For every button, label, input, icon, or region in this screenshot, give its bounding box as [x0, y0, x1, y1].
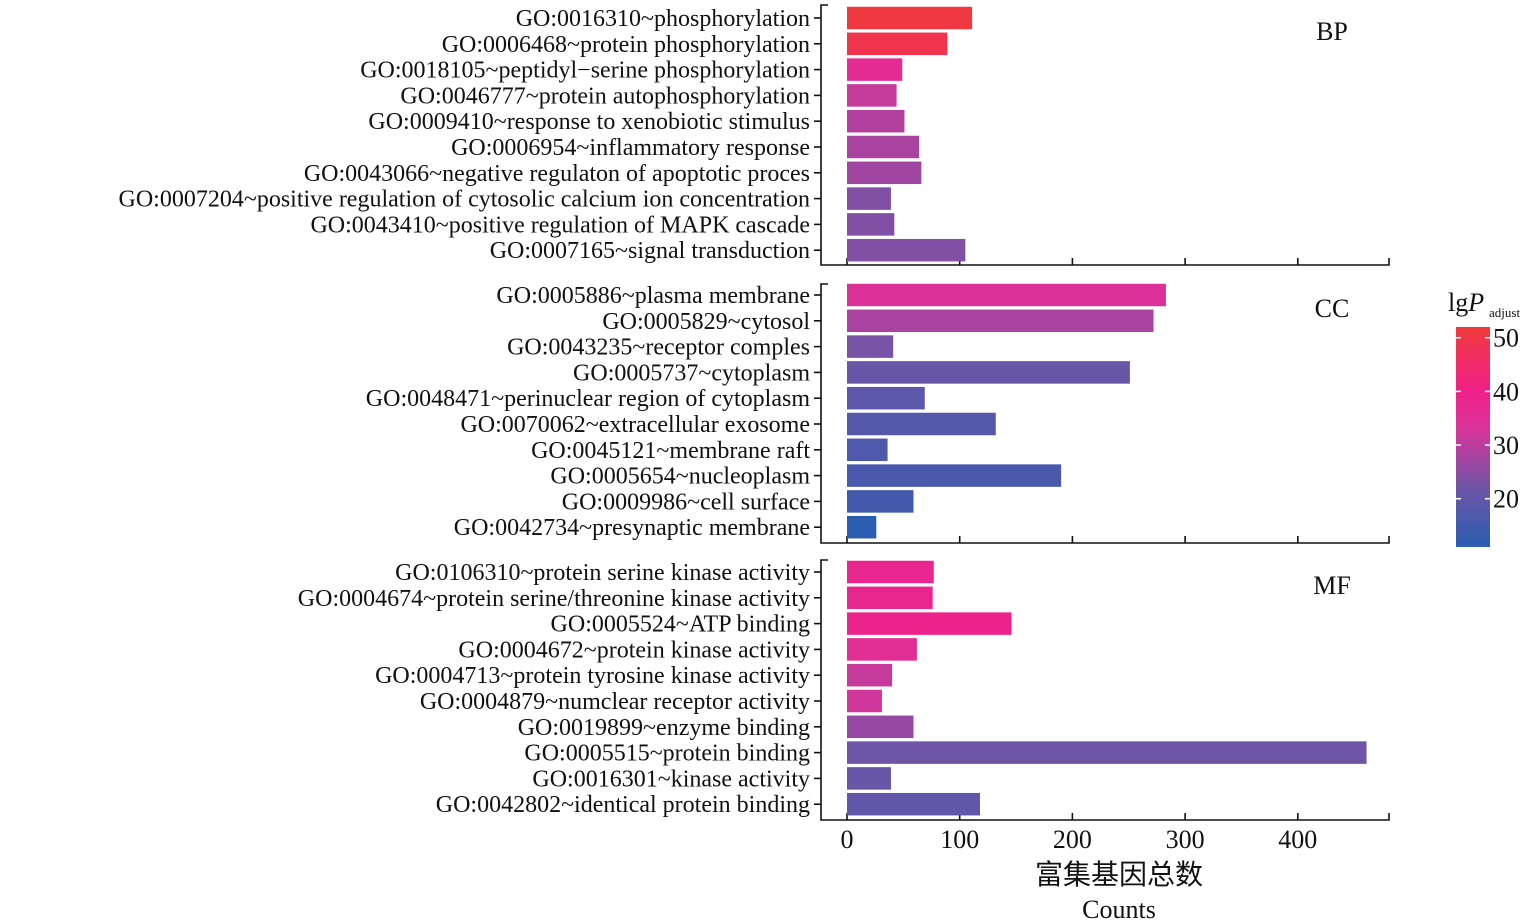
- term-label: GO:0042802~identical protein binding: [436, 792, 810, 818]
- term-label: GO:0016301~kinase activity: [532, 766, 810, 792]
- bar: [847, 689, 882, 713]
- bar: [847, 238, 966, 262]
- term-label: GO:0005737~cytoplasm: [573, 360, 810, 386]
- term-label: GO:0004879~numclear receptor activity: [420, 689, 810, 715]
- panels-layer: BP GO:0016310~phosphorylationGO:0006468~p…: [119, 4, 1390, 854]
- bar: [847, 663, 893, 687]
- bar: [847, 386, 925, 410]
- x-axis-title-cn: 富集基因总数: [1035, 858, 1203, 891]
- term-label: GO:0007204~positive regulation of cytoso…: [119, 187, 811, 213]
- term-label: GO:0007165~signal transduction: [490, 238, 810, 264]
- term-label: GO:0042734~presynaptic membrane: [454, 515, 810, 541]
- term-label: GO:0009986~cell surface: [562, 489, 810, 515]
- panel-frame: [820, 283, 1390, 544]
- panel-frame: [820, 4, 1390, 266]
- x-tick-label: 200: [1053, 825, 1092, 854]
- term-label: GO:0005886~plasma membrane: [496, 283, 810, 309]
- bar: [847, 490, 914, 513]
- term-label: GO:0004672~protein kinase activity: [458, 637, 810, 663]
- bar: [847, 213, 895, 236]
- term-label: GO:0006468~protein phosphorylation: [442, 32, 810, 58]
- colorbar-tick-label: 30: [1493, 431, 1519, 460]
- bar: [847, 515, 877, 539]
- term-label: GO:0106310~protein serine kinase activit…: [395, 560, 810, 586]
- colorbar-tick-label: 50: [1493, 324, 1519, 353]
- term-label: GO:0004713~protein tyrosine kinase activ…: [375, 663, 810, 689]
- bar: [847, 32, 948, 56]
- legend-title-main: lg: [1448, 288, 1468, 317]
- panel-bp: BP GO:0016310~phosphorylationGO:0006468~p…: [119, 4, 1390, 266]
- colorbar-tick-label: 20: [1493, 485, 1519, 514]
- panel-tag: CC: [1315, 294, 1350, 323]
- bar: [847, 612, 1012, 635]
- bar: [847, 464, 1062, 487]
- bar: [847, 767, 891, 790]
- bar: [847, 361, 1130, 384]
- x-tick-label: 0: [841, 825, 854, 854]
- term-label: GO:0016310~phosphorylation: [516, 6, 810, 32]
- x-axis-title-en: Counts: [1082, 895, 1156, 921]
- term-label: GO:0043066~negative regulaton of apoptot…: [304, 161, 810, 187]
- bar: [847, 438, 888, 462]
- x-tick-label: 300: [1166, 825, 1205, 854]
- legend-title-italic: P: [1467, 288, 1484, 317]
- term-label: GO:0004674~protein serine/threonine kina…: [298, 586, 810, 612]
- colorbar: [1456, 327, 1490, 547]
- term-label: GO:0045121~membrane raft: [531, 438, 810, 464]
- term-label: GO:0009410~response to xenobiotic stimul…: [368, 109, 810, 135]
- bar: [847, 109, 905, 133]
- bar: [847, 412, 996, 436]
- color-legend: lgP adjust 20 30 40 50: [1448, 288, 1520, 547]
- panel-mf: MF GO:0106310~protein serine kinase activ…: [298, 559, 1390, 821]
- bar: [847, 309, 1154, 333]
- bar: [847, 741, 1367, 764]
- term-label: GO:0046777~protein autophosphorylation: [400, 83, 810, 109]
- bar: [847, 283, 1166, 307]
- term-label: GO:0005829~cytosol: [602, 309, 810, 335]
- term-label: GO:0005654~nucleoplasm: [550, 464, 810, 490]
- term-label: GO:0005515~protein binding: [524, 741, 810, 767]
- bar: [847, 187, 891, 210]
- x-tick-label: 100: [940, 825, 979, 854]
- bar: [847, 58, 903, 81]
- bar: [847, 560, 934, 584]
- x-tick-labels: 0 100 200 300 400: [841, 825, 1318, 854]
- panel-cc: CC GO:0005886~plasma membraneGO:0005829~c…: [366, 283, 1390, 544]
- panel-frame: [820, 559, 1390, 821]
- bar: [847, 715, 914, 739]
- bar: [847, 792, 980, 816]
- panel-tag: MF: [1313, 571, 1351, 600]
- term-label: GO:0005524~ATP binding: [551, 612, 810, 638]
- bar: [847, 335, 894, 358]
- term-label: GO:0043235~receptor comples: [507, 335, 810, 361]
- bar: [847, 638, 917, 661]
- bar: [847, 6, 973, 30]
- legend-title: lgP: [1448, 288, 1484, 317]
- bar: [847, 586, 933, 610]
- term-label: GO:0018105~peptidyl−serine phosphorylati…: [360, 58, 810, 84]
- term-label: GO:0070062~extracellular exosome: [460, 412, 810, 438]
- term-label: GO:0043410~positive regulation of MAPK c…: [310, 212, 810, 238]
- term-label: GO:0019899~enzyme binding: [518, 715, 810, 741]
- x-tick-label: 400: [1278, 825, 1317, 854]
- legend-title-sub: adjust: [1489, 305, 1520, 320]
- colorbar-tick-label: 40: [1493, 377, 1519, 406]
- bar: [847, 161, 922, 185]
- panel-tag: BP: [1316, 17, 1348, 46]
- term-label: GO:0006954~inflammatory response: [451, 135, 810, 161]
- bar: [847, 84, 897, 107]
- term-label: GO:0048471~perinuclear region of cytopla…: [366, 386, 811, 412]
- colorbar-ticks: 20 30 40 50: [1456, 324, 1519, 514]
- x-axis-title: 富集基因总数 Counts: [1035, 858, 1203, 921]
- bar: [847, 135, 920, 159]
